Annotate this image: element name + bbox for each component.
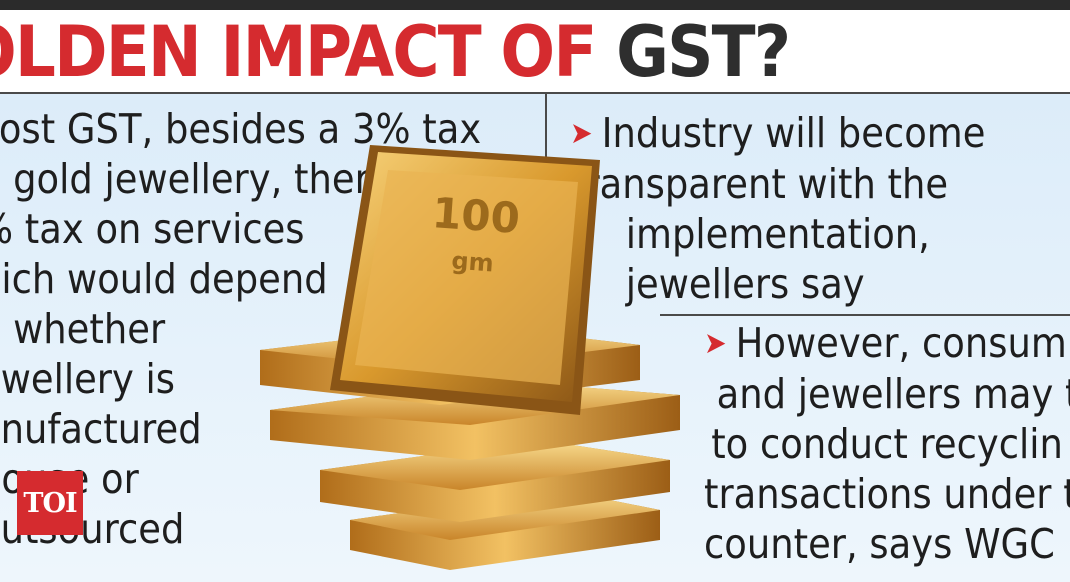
headline-red-part: OLDEN IMPACT OF <box>0 11 617 93</box>
left-line: n whether <box>0 305 166 353</box>
main-gold-bar: 100 gm <box>330 145 600 415</box>
gold-bars-illustration: 100 gm <box>260 145 680 570</box>
right-top-line: jewellers say <box>625 260 865 308</box>
horizontal-divider <box>660 314 1070 316</box>
right-bottom-line: to conduct recyclin <box>711 420 1063 468</box>
right-top-line: implementation, <box>625 210 930 258</box>
headline: OLDEN IMPACT OF GST? <box>0 11 791 93</box>
gold-bar-unit: gm <box>451 247 495 278</box>
top-band <box>0 0 1070 10</box>
left-line: % tax on services <box>0 205 305 253</box>
gold-bar-weight: 100 <box>431 188 522 243</box>
left-line: Post GST, besides a 3% tax <box>0 105 482 153</box>
right-bottom-line: transactions under t <box>704 470 1070 518</box>
right-bottom-line: and jewellers may t <box>716 370 1070 418</box>
red-chevron-icon: ➤ <box>704 326 727 361</box>
left-column-text: Post GST, besides a 3% tax n gold jewell… <box>0 104 491 554</box>
right-top-line: Industry will become <box>601 109 986 157</box>
headline-dark-part: GST? <box>616 11 791 93</box>
right-bottom-line: counter, says WGC <box>704 520 1055 568</box>
red-chevron-icon: ➤ <box>570 116 593 151</box>
left-line: hich would depend <box>0 255 328 303</box>
toi-logo-text: TOI <box>23 487 77 519</box>
toi-logo: TOI <box>17 471 83 535</box>
right-top-text: ➤ Industry will become transparent with t… <box>570 108 985 309</box>
left-line: ewellery is <box>0 355 176 403</box>
right-bottom-line: However, consum <box>735 319 1067 367</box>
right-top-line: transparent with the <box>570 160 949 208</box>
right-bottom-text: ➤ However, consum and jewellers may t to … <box>704 318 1070 569</box>
left-line: anufactured <box>0 405 202 453</box>
